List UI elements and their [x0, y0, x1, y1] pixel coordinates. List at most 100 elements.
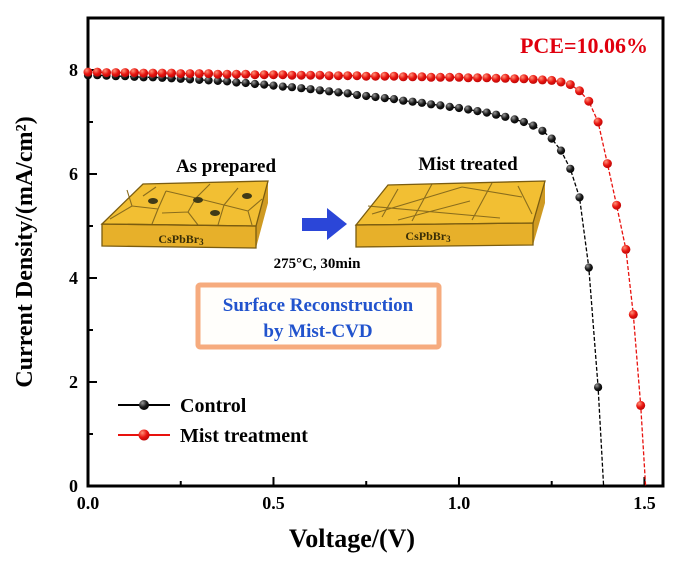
mist-data-marker — [398, 72, 408, 82]
mist-data-marker — [204, 69, 214, 79]
mist-data-marker — [269, 70, 278, 80]
mist-data-marker — [584, 96, 594, 106]
control-curve — [88, 74, 605, 487]
control-data-marker — [445, 102, 454, 111]
mist-data-marker — [510, 74, 520, 84]
control-data-marker — [232, 78, 241, 87]
mist-data-marker — [333, 71, 343, 81]
control-data-marker — [473, 107, 482, 116]
mist-data-marker — [371, 71, 380, 81]
x-tick-label: 0.0 — [77, 493, 100, 513]
box-text-line1: Surface Reconstruction — [223, 295, 414, 316]
pce-annotation: PCE=10.06% — [520, 33, 648, 58]
slab-front-face — [356, 223, 533, 247]
mist-data-marker — [445, 72, 455, 82]
mist-data-marker — [454, 72, 464, 82]
control-data-marker — [306, 85, 315, 94]
mist-treatment-curve — [88, 71, 647, 487]
control-data-marker — [287, 83, 297, 92]
control-data-marker — [371, 92, 380, 102]
mist-data-marker — [259, 70, 269, 80]
x-tick-label: 0.5 — [262, 493, 285, 513]
slab-front-face — [102, 224, 256, 248]
control-data-marker — [417, 98, 426, 107]
control-data-marker — [575, 193, 584, 202]
mist-data-marker — [176, 69, 186, 79]
mist-data-marker — [389, 71, 399, 81]
mist-data-marker — [593, 117, 603, 127]
y-tick-label: 4 — [69, 268, 78, 288]
control-data-marker — [547, 134, 556, 143]
mist-data-marker — [463, 73, 473, 83]
control-data-marker — [380, 94, 389, 103]
control-data-marker — [538, 126, 547, 135]
anneal-condition-caption: 275°C, 30min — [274, 256, 361, 272]
mist-data-marker — [102, 68, 111, 78]
control-data-marker — [584, 263, 593, 272]
slab-top-face — [356, 181, 545, 225]
mist-data-marker — [287, 70, 297, 80]
mist-data-marker — [612, 200, 622, 210]
mist-data-marker — [575, 86, 584, 96]
mist-data-marker — [547, 75, 557, 85]
as-prepared-caption: As prepared — [176, 156, 277, 177]
box-text-line2: by Mist-CVD — [263, 321, 372, 342]
control-data-marker — [195, 75, 204, 84]
legend: Control Mist treatment — [118, 395, 308, 447]
mist-data-marker — [92, 67, 102, 77]
inset-diagram: CsPbBr3 CsPbBr3 As prepared Mist treated… — [100, 154, 546, 350]
slab-side-face — [533, 181, 545, 245]
slab-front-outline — [355, 222, 534, 248]
mist-data-marker — [565, 80, 575, 90]
legend-item-mist-treatment: Mist treatment — [118, 425, 308, 447]
control-data-marker — [389, 95, 399, 104]
mist-data-marker — [556, 77, 566, 87]
slab-side-face — [256, 181, 268, 248]
control-data-marker — [297, 84, 306, 93]
process-arrow-icon — [302, 208, 347, 240]
mist-data-marker — [408, 72, 418, 82]
mist-data-marker — [111, 68, 121, 78]
mist-data-marker — [602, 159, 612, 169]
mist-data-marker — [231, 69, 241, 79]
control-data-marker — [325, 87, 334, 96]
grain-defect-spots — [148, 193, 252, 216]
control-data-marker — [464, 105, 473, 114]
y-tick-label: 8 — [69, 60, 78, 80]
control-data-marker — [510, 115, 519, 124]
control-data-marker — [223, 77, 232, 86]
control-data-marker — [566, 164, 575, 173]
x-tick-label: 1.5 — [633, 493, 656, 513]
control-data-marker — [556, 146, 566, 155]
control-data-marker — [278, 82, 287, 91]
mist-data-marker — [194, 69, 204, 79]
mist-data-marker — [222, 69, 232, 79]
mist-treated-slab: CsPbBr3 — [354, 180, 546, 248]
grain-boundaries — [367, 182, 533, 222]
y-axis-title: Current Density/(mA/cm²) — [12, 116, 38, 387]
mist-data-marker — [380, 71, 390, 81]
mist-data-marker — [148, 68, 158, 78]
control-data-marker — [492, 110, 501, 119]
mist-data-marker — [621, 244, 631, 254]
control-data-marker — [213, 76, 222, 85]
x-tick-label: 1.0 — [448, 493, 471, 513]
mist-data-marker — [167, 68, 176, 78]
control-data-marker — [399, 96, 408, 105]
axes-layer: 0.0 0.5 1.0 1.5 0 2 4 6 8 — [69, 60, 656, 513]
legend-label-mist: Mist treatment — [180, 425, 308, 447]
control-data-marker — [241, 78, 250, 88]
x-axis-title: Voltage/(V) — [289, 524, 415, 553]
mist-data-marker — [250, 70, 260, 80]
control-data-marker — [454, 103, 464, 113]
mist-data-marker — [241, 69, 251, 79]
box-border — [195, 282, 442, 350]
control-data-marker — [482, 108, 491, 117]
data-series-layer — [83, 67, 647, 487]
mist-data-marker — [417, 72, 427, 82]
mist-data-marker — [361, 71, 371, 81]
control-data-marker — [362, 91, 371, 101]
mist-data-marker — [213, 69, 223, 79]
